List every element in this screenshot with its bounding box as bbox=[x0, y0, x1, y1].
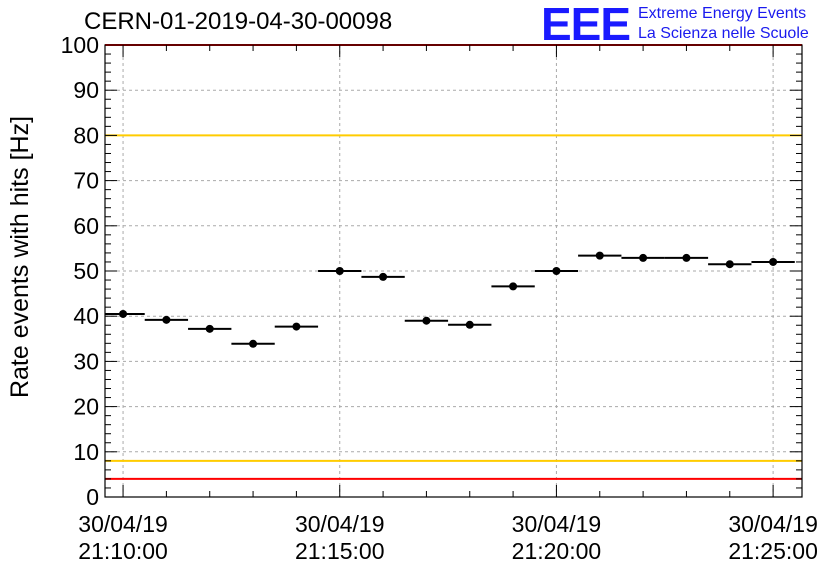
data-point bbox=[595, 251, 604, 260]
x-tick-label-time: 21:15:00 bbox=[295, 538, 385, 564]
y-tick-label: 70 bbox=[73, 168, 99, 194]
logo-line-1: Extreme Energy Events bbox=[638, 5, 807, 22]
data-point bbox=[335, 267, 344, 275]
y-tick-label: 60 bbox=[73, 213, 99, 239]
x-tick-label-time: 21:10:00 bbox=[78, 538, 168, 564]
data-point bbox=[639, 253, 648, 262]
data-point bbox=[205, 324, 214, 333]
data-point bbox=[119, 309, 128, 318]
data-point bbox=[422, 316, 431, 325]
data-point bbox=[682, 253, 691, 262]
logo-letters: EEE bbox=[541, 0, 631, 50]
y-tick-label: 50 bbox=[73, 258, 99, 284]
y-tick-label: 30 bbox=[73, 348, 99, 374]
x-tick-label-time: 21:20:00 bbox=[512, 538, 602, 564]
y-tick-label: 40 bbox=[73, 303, 99, 329]
data-point bbox=[769, 257, 778, 266]
data-point bbox=[725, 260, 734, 269]
y-axis-label: Rate events with hits [Hz] bbox=[6, 116, 34, 398]
x-tick-label-date: 30/04/19 bbox=[295, 511, 385, 537]
y-tick-label: 10 bbox=[73, 439, 99, 465]
data-point bbox=[162, 315, 171, 324]
data-point bbox=[465, 320, 474, 329]
x-tick-label-date: 30/04/19 bbox=[78, 511, 168, 537]
y-tick-label: 90 bbox=[73, 77, 99, 103]
x-tick-label-time: 21:25:00 bbox=[728, 538, 818, 564]
data-point bbox=[292, 322, 301, 331]
y-tick-label: 20 bbox=[73, 394, 99, 420]
data-point bbox=[552, 267, 561, 275]
y-tick-label: 80 bbox=[73, 122, 99, 148]
data-point bbox=[509, 282, 518, 291]
data-point bbox=[379, 272, 388, 281]
eee-logo: EEE Extreme Energy Events La Scienza nel… bbox=[541, 0, 831, 50]
x-tick-label-date: 30/04/19 bbox=[512, 511, 602, 537]
logo-line-2: La Scienza nelle Scuole bbox=[638, 25, 809, 42]
y-tick-label: 100 bbox=[61, 32, 99, 58]
y-tick-label: 0 bbox=[86, 484, 99, 510]
x-tick-label-date: 30/04/19 bbox=[728, 511, 818, 537]
run-title: CERN-01-2019-04-30-00098 bbox=[84, 8, 393, 35]
data-point bbox=[249, 339, 258, 348]
